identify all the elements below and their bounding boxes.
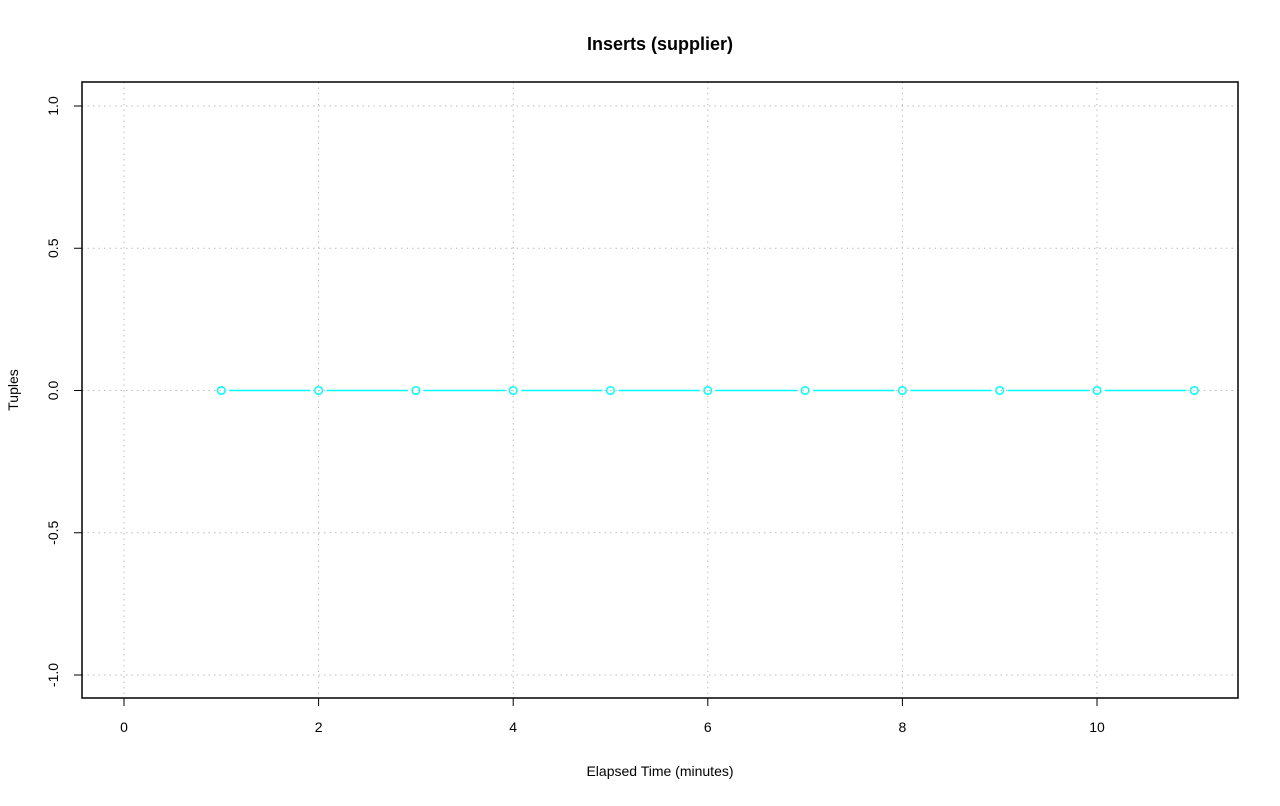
data-point	[314, 385, 324, 396]
data-point	[897, 385, 907, 396]
data-point	[1189, 385, 1199, 396]
chart-title: Inserts (supplier)	[587, 34, 733, 54]
data-point	[800, 385, 810, 396]
data-point	[411, 385, 421, 396]
y-tick-label: -1.0	[45, 663, 61, 687]
x-tick-label: 6	[704, 719, 712, 735]
data-point	[1092, 385, 1102, 396]
data-point	[995, 385, 1005, 396]
y-tick-label: -0.5	[45, 520, 61, 544]
y-tick-label: 0.5	[45, 238, 61, 258]
x-tick-label: 8	[899, 719, 907, 735]
x-axis-label: Elapsed Time (minutes)	[586, 763, 733, 779]
x-tick-label: 0	[120, 719, 128, 735]
y-tick-label: 0.0	[45, 381, 61, 401]
data-point	[508, 385, 518, 396]
x-tick-label: 10	[1089, 719, 1105, 735]
x-tick-label: 2	[315, 719, 323, 735]
y-tick-label: 1.0	[45, 96, 61, 116]
series	[216, 385, 1199, 396]
y-axis-label: Tuples	[5, 369, 21, 411]
data-point	[605, 385, 616, 396]
data-point	[216, 385, 226, 396]
data-point	[703, 385, 713, 396]
x-tick-label: 4	[509, 719, 517, 735]
axes: 0 2 4 6 8 10 -1.0 -0.5 0.0 0.5 1.0	[45, 96, 1105, 735]
